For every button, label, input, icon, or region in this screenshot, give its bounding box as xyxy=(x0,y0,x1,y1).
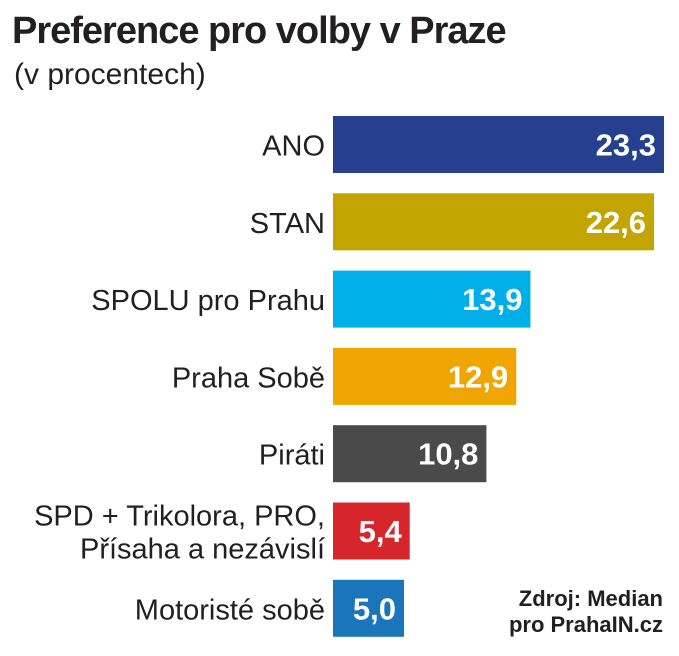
bar-value-label: 13,9 xyxy=(462,282,522,317)
bar-value-label: 5,0 xyxy=(353,591,396,626)
bar-value-label: 5,4 xyxy=(359,514,403,549)
category-label: STAN xyxy=(250,208,325,240)
bar xyxy=(333,270,531,328)
bar-value-label: 22,6 xyxy=(586,205,646,240)
category-label: Praha Sobě xyxy=(172,362,325,394)
bar xyxy=(333,193,655,251)
bar-value-label: 23,3 xyxy=(596,128,656,163)
bar xyxy=(333,579,405,637)
category-label: SPD + Trikolora, PRO, Přísaha a nezávislí xyxy=(34,501,325,566)
category-label: SPOLU pro Prahu xyxy=(91,285,325,317)
bar xyxy=(333,425,487,483)
category-label: Piráti xyxy=(259,440,325,472)
bar xyxy=(333,347,517,405)
source-line-2: pro PrahaIN.cz xyxy=(508,612,663,637)
bar xyxy=(333,502,410,560)
bar-value-label: 12,9 xyxy=(448,359,508,394)
chart-subtitle: (v procentech) xyxy=(14,58,206,91)
bar xyxy=(333,116,664,173)
category-label: ANO xyxy=(262,131,325,163)
source-note: Zdroj: Median pro PrahaIN.cz xyxy=(509,586,663,638)
source-line-1: Zdroj: Median xyxy=(518,586,663,611)
bar-value-label: 10,8 xyxy=(418,437,478,472)
chart-title: Preference pro volby v Praze xyxy=(12,10,507,52)
category-label: Motoristé sobě xyxy=(135,594,325,626)
